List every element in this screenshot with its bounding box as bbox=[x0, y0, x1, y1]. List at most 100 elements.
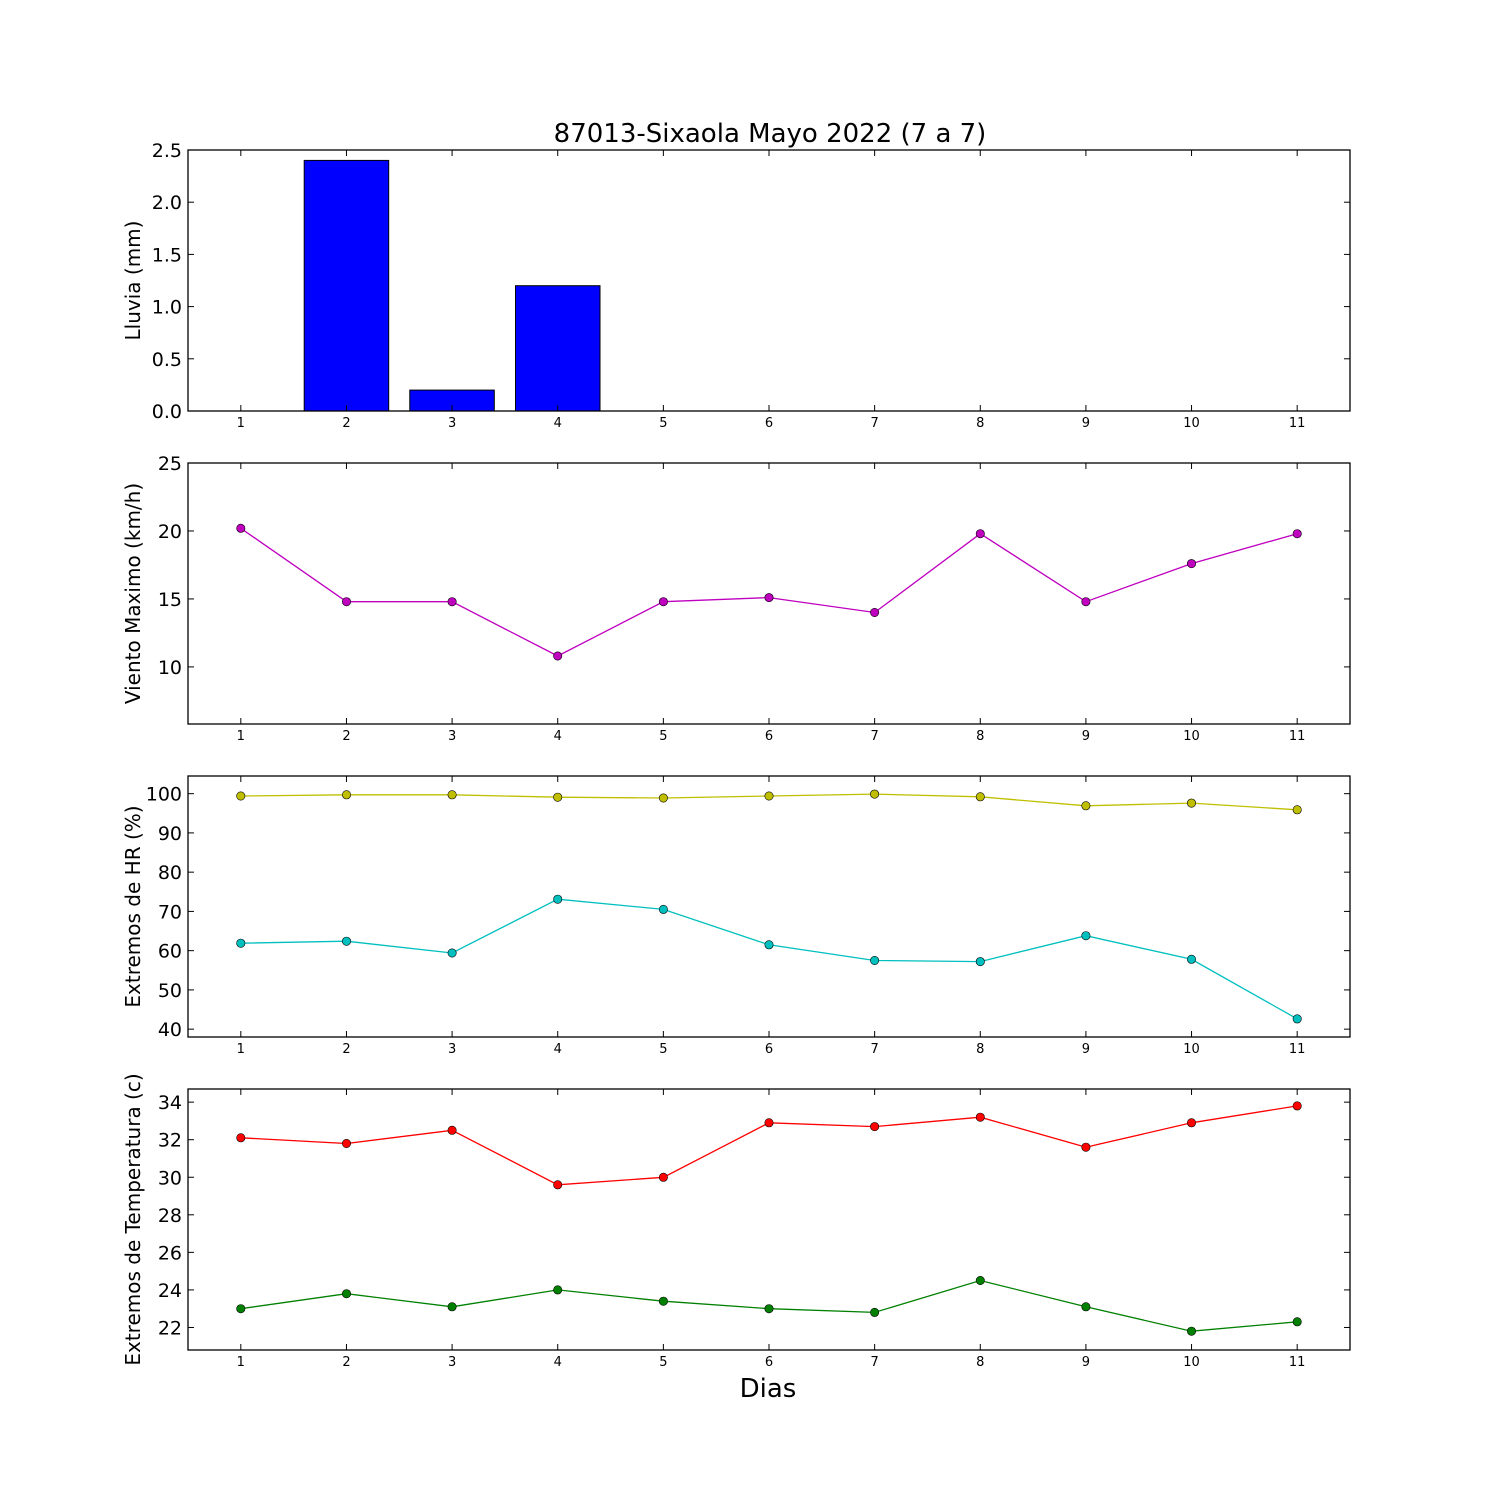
series-2-point-9 bbox=[1081, 1302, 1091, 1312]
x-tick-label: 4 bbox=[554, 1042, 562, 1057]
y-axis-label: Extremos de HR (%) bbox=[121, 805, 145, 1007]
series-1-point-4 bbox=[553, 792, 563, 802]
y-tick-label: 1.5 bbox=[152, 244, 182, 266]
series-2-point-8 bbox=[975, 1276, 985, 1286]
x-tick-label: 10 bbox=[1183, 416, 1200, 431]
y-tick-label: 26 bbox=[158, 1242, 182, 1264]
panel-1: 1 2 3 4 5 6 7 8 9 10 11 0.0 0.5 1.0 1.5 2.0 2.5 Lluvia (m… bbox=[121, 140, 1351, 431]
series-2-point-7 bbox=[870, 1307, 880, 1317]
series-2-point-3 bbox=[447, 948, 457, 958]
x-tick-label: 6 bbox=[765, 1042, 773, 1057]
series-2-point-11 bbox=[1292, 1014, 1302, 1024]
x-tick-label: 3 bbox=[448, 1042, 456, 1057]
series-1-point-9 bbox=[1081, 1142, 1091, 1152]
x-tick-label: 8 bbox=[976, 1355, 984, 1370]
y-tick-label: 60 bbox=[158, 941, 182, 963]
x-tick-label: 6 bbox=[765, 729, 773, 744]
x-tick-label: 4 bbox=[554, 729, 562, 744]
series-2-point-1 bbox=[236, 938, 246, 948]
x-tick-label: 2 bbox=[342, 729, 350, 744]
y-axis-label: Viento Maximo (km/h) bbox=[121, 483, 145, 704]
series-2-point-2 bbox=[341, 1289, 351, 1299]
series-1-point-2 bbox=[341, 790, 351, 800]
x-tick-label: 2 bbox=[342, 416, 350, 431]
y-tick-label: 25 bbox=[158, 453, 182, 475]
series-2-point-10 bbox=[1187, 954, 1197, 964]
x-tick-label: 8 bbox=[976, 729, 984, 744]
y-tick-label: 0.0 bbox=[152, 401, 182, 423]
series-1-point-3 bbox=[447, 790, 457, 800]
series-1-point-3 bbox=[447, 1125, 457, 1135]
series-1-point-4 bbox=[553, 651, 563, 661]
series-2-point-5 bbox=[658, 1296, 668, 1306]
series-1-point-9 bbox=[1081, 597, 1091, 607]
chart-title: 87013-Sixaola Mayo 2022 (7 a 7) bbox=[554, 119, 987, 149]
y-tick-label: 90 bbox=[158, 823, 182, 845]
x-tick-label: 3 bbox=[448, 1355, 456, 1370]
series-1-point-11 bbox=[1292, 1101, 1302, 1111]
series-2-point-6 bbox=[764, 1304, 774, 1314]
series-1-point-8 bbox=[975, 792, 985, 802]
x-tick-label: 8 bbox=[976, 416, 984, 431]
series-1-point-10 bbox=[1187, 798, 1197, 808]
y-tick-label: 22 bbox=[158, 1317, 182, 1339]
series-1-point-8 bbox=[975, 1112, 985, 1122]
x-tick-label: 6 bbox=[765, 1355, 773, 1370]
series-1-point-5 bbox=[658, 597, 668, 607]
x-tick-label: 10 bbox=[1183, 729, 1200, 744]
series-1-point-8 bbox=[975, 529, 985, 539]
x-axis-label: Dias bbox=[740, 1374, 797, 1404]
series-1-point-10 bbox=[1187, 1118, 1197, 1128]
x-tick-label: 5 bbox=[659, 416, 667, 431]
series-2-point-5 bbox=[658, 904, 668, 914]
series-1-point-7 bbox=[870, 789, 880, 799]
series-1-point-6 bbox=[764, 593, 774, 603]
series-2-point-4 bbox=[553, 1285, 563, 1295]
y-tick-label: 10 bbox=[158, 657, 182, 679]
series-1-point-1 bbox=[236, 1133, 246, 1143]
x-tick-label: 1 bbox=[237, 416, 245, 431]
x-tick-label: 9 bbox=[1082, 416, 1090, 431]
y-tick-label: 28 bbox=[158, 1205, 182, 1227]
y-tick-label: 34 bbox=[158, 1092, 182, 1114]
series-1-point-1 bbox=[236, 523, 246, 533]
x-tick-label: 5 bbox=[659, 1355, 667, 1370]
bar-day-4 bbox=[515, 285, 601, 412]
y-tick-label: 100 bbox=[146, 784, 182, 806]
series-2-point-3 bbox=[447, 1302, 457, 1312]
x-tick-label: 4 bbox=[554, 1355, 562, 1370]
series-1-point-11 bbox=[1292, 805, 1302, 815]
series-2-point-2 bbox=[341, 936, 351, 946]
y-tick-label: 2.5 bbox=[152, 140, 182, 162]
series-1-point-7 bbox=[870, 1122, 880, 1132]
x-tick-label: 2 bbox=[342, 1042, 350, 1057]
series-2-point-11 bbox=[1292, 1317, 1302, 1327]
x-tick-label: 11 bbox=[1289, 416, 1306, 431]
y-tick-label: 15 bbox=[158, 589, 182, 611]
x-tick-label: 10 bbox=[1183, 1355, 1200, 1370]
y-tick-label: 80 bbox=[158, 862, 182, 884]
y-tick-label: 30 bbox=[158, 1167, 182, 1189]
x-tick-label: 7 bbox=[870, 1355, 878, 1370]
x-tick-label: 11 bbox=[1289, 729, 1306, 744]
series-1-point-9 bbox=[1081, 801, 1091, 811]
y-tick-label: 24 bbox=[158, 1280, 182, 1302]
x-tick-label: 1 bbox=[237, 1355, 245, 1370]
x-tick-label: 5 bbox=[659, 1042, 667, 1057]
series-1-point-5 bbox=[658, 793, 668, 803]
series-2-point-4 bbox=[553, 894, 563, 904]
series-2-point-10 bbox=[1187, 1326, 1197, 1336]
y-tick-label: 1.0 bbox=[152, 297, 182, 319]
series-2-point-8 bbox=[975, 957, 985, 967]
x-tick-label: 11 bbox=[1289, 1355, 1306, 1370]
series-1-point-2 bbox=[341, 597, 351, 607]
y-tick-label: 20 bbox=[158, 521, 182, 543]
y-tick-label: 0.5 bbox=[152, 349, 182, 371]
x-tick-label: 7 bbox=[870, 1042, 878, 1057]
y-axis-label: Extremos de Temperatura (c) bbox=[121, 1073, 145, 1365]
series-1-point-10 bbox=[1187, 559, 1197, 569]
